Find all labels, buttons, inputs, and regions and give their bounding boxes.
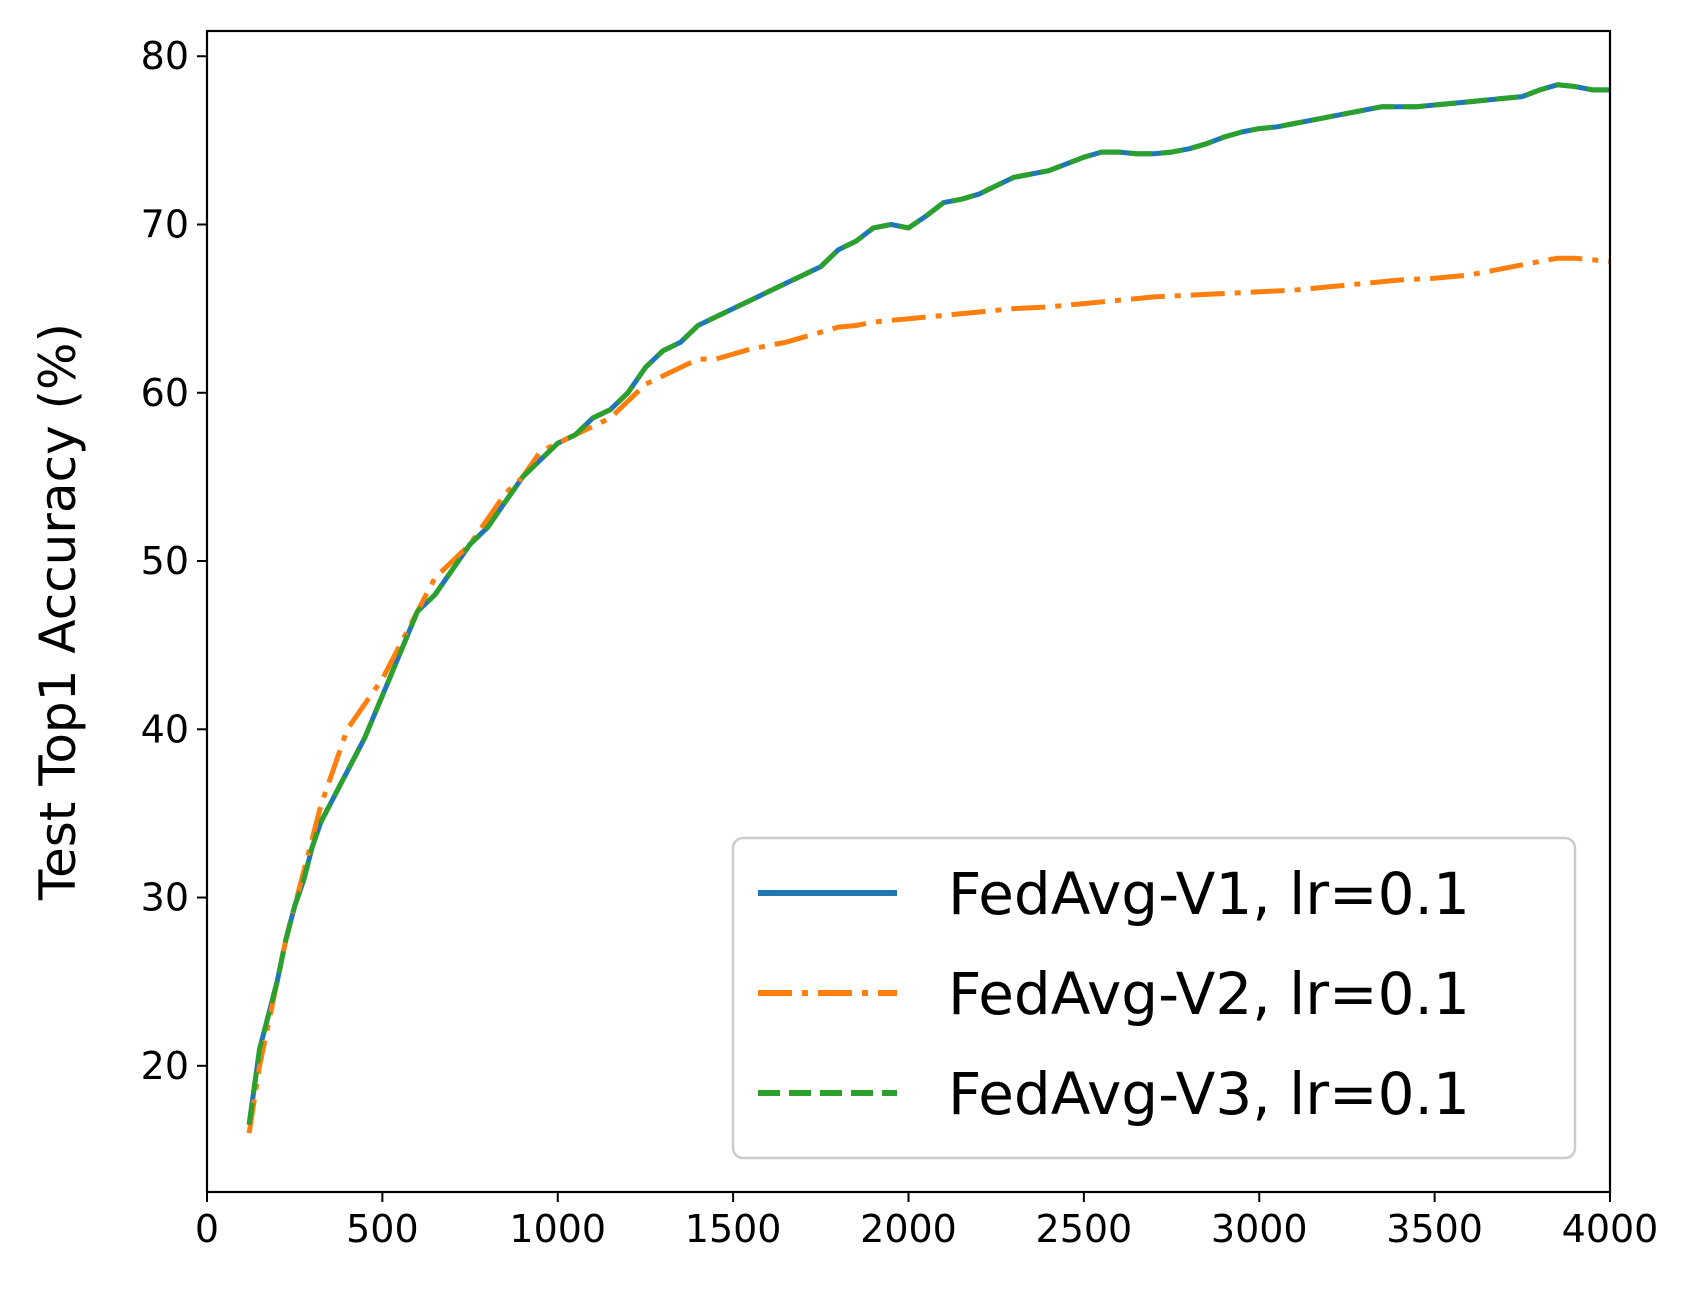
x-tick-label: 4000	[1562, 1207, 1659, 1251]
y-axis: 20 30 40 50 60 70 80	[141, 34, 207, 1088]
legend-box	[731, 836, 1577, 1160]
x-tick-label: 1000	[509, 1207, 606, 1251]
series-line-3	[246, 82, 1610, 1126]
x-axis: 0 500 1000 1500 2000 2500 3000 3500 4000	[195, 1192, 1658, 1251]
y-tick-label: 20	[141, 1044, 189, 1088]
y-tick-label: 40	[141, 707, 189, 751]
y-tick-label: 70	[141, 203, 189, 247]
x-tick-label: 500	[346, 1207, 419, 1251]
y-axis-label: Test Top1 Accuracy (%)	[29, 323, 87, 901]
x-tick-label: 2500	[1036, 1207, 1133, 1251]
x-tick-label: 2000	[860, 1207, 957, 1251]
x-tick-label: 3000	[1211, 1207, 1308, 1251]
x-tick-label: 1500	[685, 1207, 782, 1251]
y-tick-label: 60	[141, 371, 189, 415]
series-line-2	[246, 255, 1611, 1134]
y-tick-label: 30	[141, 876, 189, 920]
y-tick-label: 80	[141, 34, 189, 78]
plot-series	[246, 82, 1611, 1134]
legend-label-1: FedAvg-V1, lr=0.1	[948, 860, 1470, 928]
x-tick-label: 3500	[1386, 1207, 1483, 1251]
y-tick-label: 50	[141, 539, 189, 583]
x-tick-label: 0	[195, 1207, 219, 1251]
legend: FedAvg-V1, lr=0.1 FedAvg-V2, lr=0.1 FedAvg…	[731, 836, 1577, 1160]
legend-label-3: FedAvg-V3, lr=0.1	[948, 1060, 1470, 1128]
legend-label-2: FedAvg-V2, lr=0.1	[948, 960, 1470, 1028]
